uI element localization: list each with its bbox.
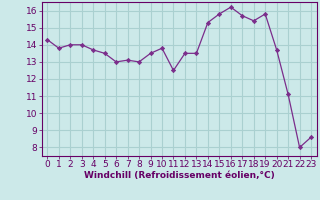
X-axis label: Windchill (Refroidissement éolien,°C): Windchill (Refroidissement éolien,°C) <box>84 171 275 180</box>
